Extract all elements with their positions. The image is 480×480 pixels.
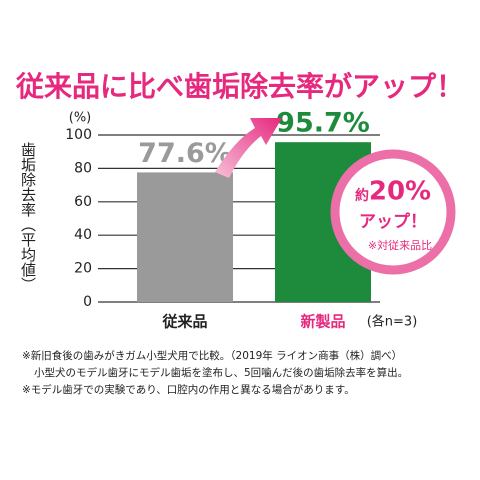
y-tick-label: 0 xyxy=(83,294,92,310)
bubble-suffix: アップ！ xyxy=(359,211,427,232)
chart-title: 従来品に比べ歯垢除去率がアップ！ xyxy=(15,70,464,103)
sample-note: (各n=3) xyxy=(367,314,418,330)
value-label: 95.7% xyxy=(276,108,370,139)
x-tick-label: 従来品 xyxy=(161,313,207,331)
y-tick-label: 80 xyxy=(74,160,92,176)
bubble-note: ※対従来品比 xyxy=(368,238,432,252)
bubble-prefix: 約 xyxy=(355,187,369,204)
bubble: 約 20% アップ！ ※対従来品比 xyxy=(330,149,456,275)
value-label: 77.6% xyxy=(138,138,232,169)
footnote: ※新旧食後の歯みがきガム小型犬用で比較。（2019年 ライオン商事（株）調べ） xyxy=(22,349,402,362)
footnote: ※モデル歯牙での実験であり、口腔内の作用と異なる場合があります。 xyxy=(22,383,355,396)
y-tick-label: 40 xyxy=(74,227,92,243)
y-tick-label: 20 xyxy=(74,261,92,277)
grid: 0 20 40 60 80 100 xyxy=(65,127,380,310)
bubble-amount: 20% xyxy=(369,177,431,207)
bar xyxy=(137,172,233,302)
bubble-circle xyxy=(330,149,456,275)
x-tick-label: 新製品 xyxy=(300,313,345,331)
y-unit: (%) xyxy=(69,111,92,126)
y-tick-label: 100 xyxy=(65,127,92,143)
increase-arrow xyxy=(215,118,282,178)
y-axis-label: 歯垢除去率（平均値） xyxy=(19,142,37,292)
footnote: 小型犬のモデル歯牙にモデル歯垢を塗布し、5回噛んだ後の歯垢除去率を算出。 xyxy=(34,366,408,379)
y-tick-label: 60 xyxy=(74,194,92,210)
